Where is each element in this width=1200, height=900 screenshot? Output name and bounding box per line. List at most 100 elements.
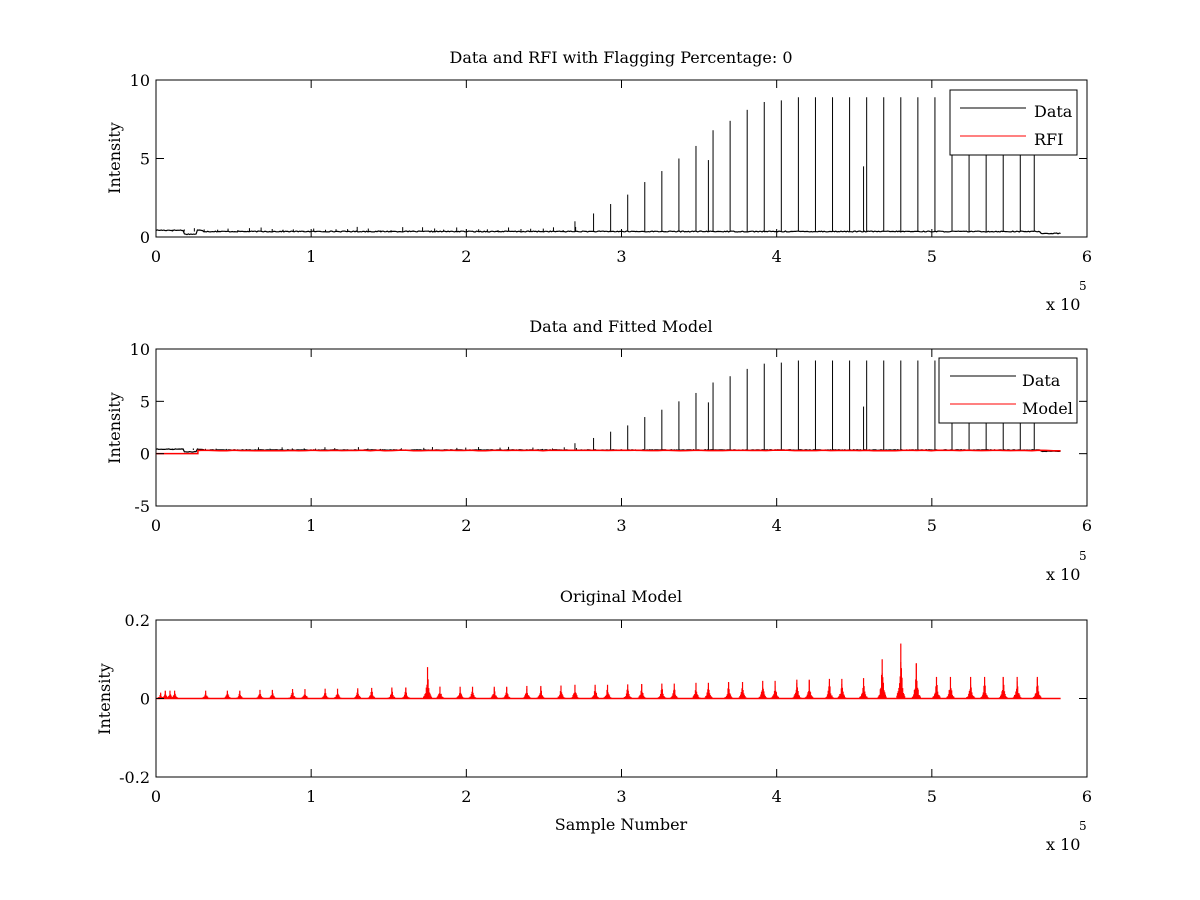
panel-1-plot-area	[155, 79, 1088, 238]
panel-2-x-exponent-base: x 10	[1046, 565, 1080, 584]
panel-3-xtick-label-6: 6	[1082, 787, 1092, 806]
panel-2-ylabel: Intensity	[105, 392, 124, 464]
panel-3-x-exponent: 5	[1079, 819, 1087, 833]
panel-3-model-peak	[423, 667, 433, 699]
panel-3-model-peak	[770, 680, 780, 699]
panel-3-model-peak	[859, 678, 869, 699]
panel-3-xtick-label-2: 2	[461, 787, 471, 806]
panel-3-model-peak	[222, 690, 232, 699]
panel-3-model-peak	[623, 684, 633, 699]
panel-3-model-peak	[980, 676, 990, 699]
panel-1-ytick-label-0: 0	[140, 228, 150, 247]
panel-3-xlabel: Sample Number	[555, 815, 688, 834]
panel-2-legend-model-label: Model	[1022, 399, 1073, 418]
panel-2-model-line	[156, 449, 1061, 455]
panel-3-model-peak	[896, 643, 906, 699]
panel-1-data-baseline	[155, 229, 1061, 236]
panel-3-ytick-label-0: -0.2	[119, 768, 150, 787]
panel-3-model-peak	[502, 686, 512, 699]
panel-3-ytick-label-1: 0	[140, 690, 150, 709]
panel-3-model-peak	[877, 659, 887, 699]
panel-2-legend-box	[938, 357, 1078, 424]
panel-1-xtick-label-5: 5	[927, 247, 937, 266]
panel-1-x-exponent-base: x 10	[1046, 295, 1080, 314]
panel-3-model-peak	[932, 676, 941, 699]
panel-3-model-peak	[367, 687, 377, 699]
panel-1-x-exponent: 5	[1079, 279, 1087, 293]
panel-3-model-peak	[556, 685, 566, 699]
panel-3-model-peak	[691, 682, 701, 699]
panel-2-x-exponent: 5	[1079, 549, 1087, 563]
panel-2-ytick-label-1: 0	[140, 445, 150, 464]
panel-3-xtick-label-1: 1	[306, 787, 316, 806]
panel-3-model-peak	[170, 690, 180, 699]
panel-3-model-peak	[724, 682, 734, 699]
panel-1-xtick-label-1: 1	[306, 247, 316, 266]
panel-3-model-peak	[522, 685, 532, 699]
panel-1-ylabel: Intensity	[105, 122, 124, 194]
panel-3-model-peak	[966, 676, 976, 699]
panel-2-legend-data-label: Data	[1022, 371, 1061, 390]
panel-3-title: Original Model	[560, 587, 682, 606]
panel-3-model-peak	[570, 684, 580, 699]
panel-3-model-peak	[435, 686, 445, 699]
panel-3-model-peak	[703, 682, 713, 699]
panel-3-model-peak	[998, 676, 1008, 699]
panel-3-model-peak	[255, 689, 265, 699]
panel-3-model-peak	[235, 690, 245, 699]
panel-3-model-peak	[792, 679, 802, 699]
panel-3-model-peak	[590, 684, 600, 699]
panel-2-xtick-label-2: 2	[461, 516, 471, 535]
panel-3-model-peak	[333, 688, 343, 699]
panel-1-ytick-label-2: 10	[130, 71, 150, 90]
panel-3-model-peak	[353, 688, 363, 699]
panel-3-model-peak	[669, 683, 679, 699]
panel-2: Data and Fitted Model Intensity 0 1 2 3 4 5 6 -…	[105, 317, 1092, 584]
panel-2-xtick-label-4: 4	[772, 516, 782, 535]
panel-3-ylabel: Intensity	[95, 663, 114, 735]
panel-3-model-peak	[468, 686, 478, 699]
panel-2-xtick-label-3: 3	[616, 516, 626, 535]
panel-3-model-peak	[267, 689, 277, 699]
panel-1-xtick-label-3: 3	[616, 247, 626, 266]
panel-3-model-peak	[637, 683, 647, 699]
panel-3-model-peak	[837, 678, 847, 699]
panel-3-xtick-label-3: 3	[616, 787, 626, 806]
panel-2-ytick-label-2: 5	[140, 392, 150, 411]
panel-3-xtick-label-5: 5	[927, 787, 937, 806]
panel-3-model-peak	[201, 690, 211, 699]
panel-1-legend-box	[949, 89, 1078, 156]
panel-3-model-peak	[320, 688, 330, 699]
panel-3-model-peak	[1012, 676, 1022, 699]
panel-2-xtick-label-1: 1	[306, 516, 316, 535]
panel-3-model-peak	[911, 663, 921, 699]
panel-3-model-peak	[758, 680, 768, 699]
panel-3-model-peak	[300, 689, 310, 699]
panel-2-ytick-label-3: 10	[130, 340, 150, 359]
panel-1-title: Data and RFI with Flagging Percentage: 0	[449, 48, 792, 67]
panel-1-xtick-label-0: 0	[151, 247, 161, 266]
panel-3-model-peak	[824, 678, 834, 699]
panel-1-legend: Data RFI	[949, 89, 1078, 156]
panel-2-xtick-label-6: 6	[1082, 516, 1092, 535]
panel-3-ticks: 0 1 2 3 4 5 6-0.200.2	[119, 611, 1092, 806]
panel-1: Data and RFI with Flagging Percentage: 0…	[105, 48, 1092, 314]
panel-2-ytick-label-0: -5	[134, 497, 150, 516]
panel-3-model-peak	[489, 686, 499, 699]
panel-3-model-peak	[1032, 676, 1042, 699]
panel-2-xtick-label-5: 5	[927, 516, 937, 535]
panel-1-legend-rfi-label: RFI	[1034, 130, 1063, 149]
panel-1-xtick-label-2: 2	[461, 247, 471, 266]
panel-1-xtick-label-6: 6	[1082, 247, 1092, 266]
panel-3: Original Model Intensity 0 1 2 3 4 5 6-0.200.2…	[95, 587, 1092, 854]
panel-3-model-peak	[804, 679, 814, 699]
panel-2-xtick-label-0: 0	[151, 516, 161, 535]
panel-3-model-peak	[387, 687, 397, 699]
panel-3-series	[156, 643, 1061, 700]
panel-3-model-peak	[536, 685, 546, 699]
panel-3-xtick-label-0: 0	[151, 787, 161, 806]
panel-2-legend: Data Model	[938, 357, 1078, 424]
panel-3-model-peak	[401, 687, 411, 699]
